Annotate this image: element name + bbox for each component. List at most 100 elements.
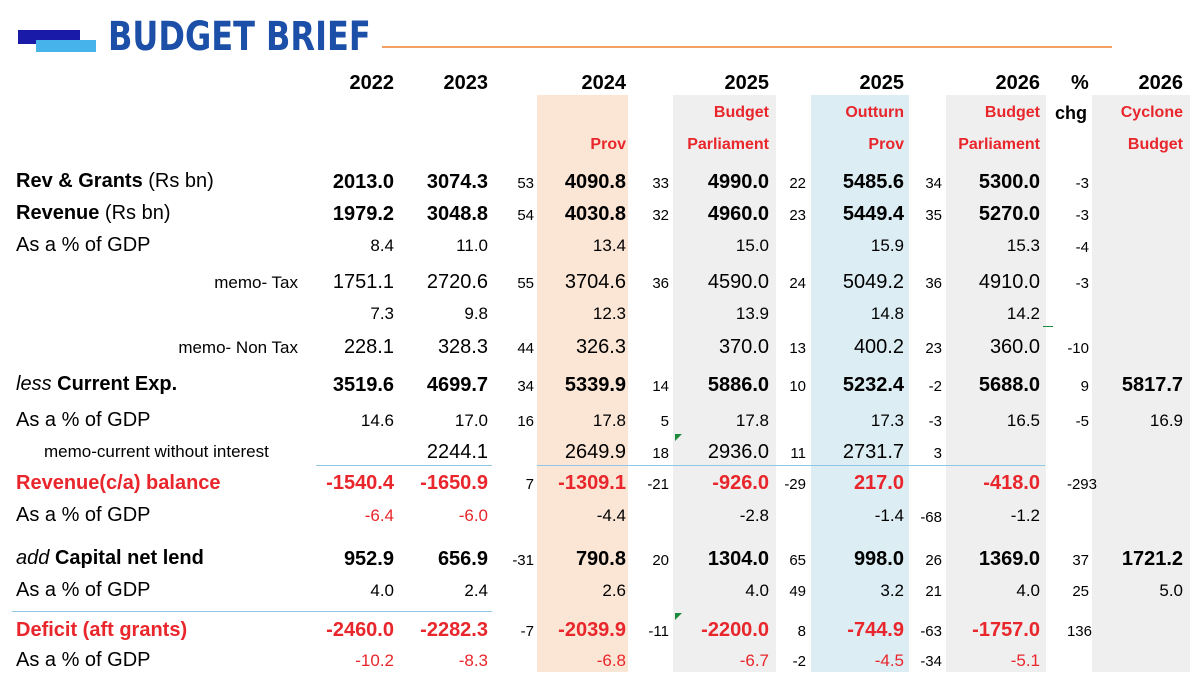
cell-pct: 136	[1066, 623, 1092, 640]
cell: 14.8	[870, 304, 904, 323]
cell: -2039.9	[558, 619, 626, 641]
cell-pct: -7	[520, 623, 534, 640]
cell: 17.8	[735, 411, 769, 430]
row-label: less Current Exp.	[16, 373, 178, 395]
cell: 5049.2	[842, 271, 904, 293]
cell-pct: 44	[517, 340, 534, 357]
cell-pct: 36	[925, 275, 942, 292]
cell: 370.0	[718, 336, 769, 358]
col-header-2025-budget: 2025	[724, 72, 770, 94]
cell-pct: 35	[925, 207, 942, 224]
cell-pct: 22	[789, 175, 806, 192]
cell: 2720.6	[426, 271, 488, 293]
cell: 5.0	[1159, 581, 1183, 600]
cell: -2.8	[739, 506, 769, 525]
cell: -6.0	[458, 506, 488, 525]
cell: -6.7	[739, 651, 769, 670]
cell-pct: -3	[1075, 175, 1089, 192]
cell-pct: -34	[920, 653, 942, 670]
cell: -1650.9	[420, 472, 488, 494]
cell-pct: 18	[652, 445, 669, 462]
cell: 3048.8	[426, 203, 488, 225]
cell: 5339.9	[564, 374, 626, 396]
cell-marker	[1043, 326, 1053, 327]
cell: 400.2	[853, 336, 904, 358]
cell: 1304.0	[707, 548, 769, 570]
cell: 1979.2	[332, 203, 394, 225]
cell: 14.6	[360, 411, 394, 430]
cell: 17.8	[592, 411, 626, 430]
cell: 11.0	[456, 236, 488, 255]
cell: 15.0	[735, 236, 769, 255]
cell: 5449.4	[842, 203, 904, 225]
col-sub-budget-2026: Budget	[984, 104, 1040, 121]
col-sub-cyclone: Cyclone	[1120, 104, 1183, 121]
cell: 228.1	[343, 336, 394, 358]
cell-pct: 25	[1072, 583, 1089, 600]
row-label: memo- Tax	[214, 273, 298, 292]
cell-pct: -68	[920, 509, 942, 526]
cell-pct: 13	[789, 340, 806, 357]
cell: 2.6	[602, 581, 626, 600]
col-header-2024: 2024	[581, 72, 627, 94]
cell: 5886.0	[707, 374, 769, 396]
cell: 4590.0	[707, 271, 769, 293]
cell-pct: 54	[517, 207, 534, 224]
cell-pct: 53	[517, 175, 534, 192]
cell-pct: 21	[925, 583, 942, 600]
cell: 13.4	[592, 236, 626, 255]
cell-pct: -31	[512, 552, 534, 569]
cell-pct: -11	[648, 623, 669, 640]
col-shade-2025-budget	[673, 95, 776, 672]
cell-pct: 8	[797, 623, 806, 640]
cell: -2200.0	[701, 619, 769, 641]
cell-pct: -5	[1075, 413, 1089, 430]
cell-pct: -4	[1075, 239, 1089, 256]
cell-pct: -29	[784, 476, 806, 493]
cell: 5688.0	[978, 374, 1040, 396]
cell: -5.1	[1010, 651, 1040, 670]
cell-pct: -63	[920, 623, 942, 640]
cell: 14.2	[1006, 304, 1040, 323]
cell: 16.9	[1149, 411, 1183, 430]
col-shade-2026-cyclone	[1092, 95, 1190, 672]
cell: 2731.7	[842, 441, 904, 463]
col-header-pct: %	[1071, 72, 1089, 94]
cell-pct: 20	[652, 552, 669, 569]
col-header-2022: 2022	[349, 72, 395, 94]
cell-pct: 23	[789, 207, 806, 224]
cell: -1309.1	[558, 472, 626, 494]
cell: 3704.6	[564, 271, 626, 293]
cell-pct: 3	[933, 445, 942, 462]
row-separator	[316, 465, 492, 466]
cell: 328.3	[437, 336, 488, 358]
cell: -418.0	[983, 472, 1040, 494]
col-shade-2024-prov	[537, 95, 628, 672]
cell-pct: 26	[925, 552, 942, 569]
row-separator	[537, 465, 1045, 466]
col-header-2025-outturn: 2025	[859, 72, 905, 94]
cell-pct: 10	[789, 378, 806, 395]
cell: -6.4	[364, 506, 394, 525]
col-shade-2025-outturn	[811, 95, 909, 672]
cell: 656.9	[437, 548, 488, 570]
cell: 4.0	[1016, 581, 1040, 600]
col-sub-budget-cyclone: Budget	[1127, 136, 1183, 153]
cell-pct: 33	[652, 175, 669, 192]
cell-pct: -3	[1075, 275, 1089, 292]
cell-pct: -3	[1075, 207, 1089, 224]
cell: 4910.0	[978, 271, 1040, 293]
cell-pct: -2	[792, 653, 806, 670]
row-separator	[12, 611, 492, 612]
cell: -8.3	[458, 651, 488, 670]
cell: -10.2	[355, 651, 394, 670]
col-shade-2026-budget	[946, 95, 1046, 672]
cell: 2936.0	[707, 441, 769, 463]
title-rule	[382, 46, 1112, 48]
cell: 2649.9	[564, 441, 626, 463]
cell: 5270.0	[978, 203, 1040, 225]
cell: 5300.0	[978, 171, 1040, 193]
cell: 360.0	[989, 336, 1040, 358]
row-label: memo-current without interest	[44, 442, 269, 461]
cell: 326.3	[575, 336, 626, 358]
